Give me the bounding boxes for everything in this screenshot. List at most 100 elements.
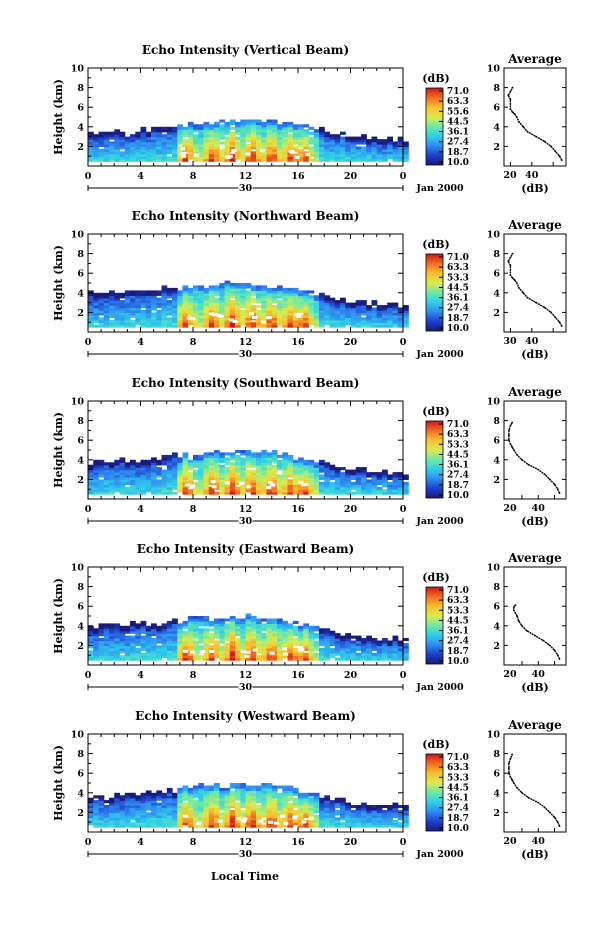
heatmap-cell — [145, 302, 152, 306]
heatmap-cell — [198, 657, 205, 661]
heatmap-cell — [172, 146, 178, 150]
heatmap-cell — [361, 484, 367, 488]
heatmap-cell — [324, 802, 331, 806]
heatmap-cell — [124, 628, 131, 632]
heatmap-cell — [140, 302, 147, 306]
heatmap-cell — [182, 146, 189, 150]
heatmap-cell — [382, 484, 388, 488]
heatmap-cell — [214, 307, 220, 311]
heatmap-cell — [135, 812, 142, 816]
heatmap-cell — [172, 633, 178, 637]
heatmap-cell — [193, 616, 199, 620]
heatmap-cell — [203, 474, 210, 478]
avg-y-tick-label: 2 — [493, 308, 500, 319]
heatmap-cell — [313, 491, 320, 495]
heatmap-cell — [345, 141, 351, 145]
heatmap-cell — [93, 476, 100, 480]
heatmap-cell — [161, 819, 168, 823]
heatmap-cell — [355, 645, 362, 649]
heatmap-cell — [172, 314, 178, 318]
heatmap-cell — [224, 474, 231, 478]
heatmap-cell — [235, 322, 241, 326]
heatmap-cell — [161, 633, 168, 637]
heatmap-cell — [193, 817, 199, 821]
heatmap-cell — [350, 476, 357, 480]
heatmap-cell — [371, 814, 378, 818]
heatmap-cell — [124, 139, 131, 143]
heatmap-cell — [271, 457, 278, 461]
heatmap-cell — [161, 489, 168, 493]
heatmap-cell — [187, 805, 194, 809]
heatmap-cell — [93, 652, 100, 656]
heatmap-cell — [161, 314, 168, 318]
heatmap-cell — [292, 153, 299, 157]
heatmap-cell — [261, 124, 268, 128]
heatmap-cell — [103, 807, 110, 811]
heatmap-cell — [245, 454, 252, 458]
heatmap-cell — [303, 643, 310, 647]
heatmap-cell — [187, 312, 194, 316]
heatmap-cell — [292, 787, 299, 791]
heatmap-cell — [340, 635, 346, 639]
heatmap-cell — [198, 616, 205, 620]
heatmap-cell — [282, 807, 289, 811]
heatmap-cell — [366, 141, 372, 145]
heatmap-cell — [208, 486, 215, 490]
heatmap-cell — [303, 800, 310, 804]
heatmap-cell — [256, 319, 262, 323]
heatmap-cell — [313, 640, 320, 644]
heatmap-cell — [345, 817, 351, 821]
heatmap-cell — [114, 139, 121, 143]
heatmap-cell — [355, 652, 362, 656]
heatmap-cell — [145, 158, 152, 162]
y-tick-label: 10 — [71, 397, 85, 408]
heatmap-cell — [93, 312, 100, 316]
heatmap-cell — [161, 647, 168, 651]
heatmap-cell — [98, 472, 105, 476]
heatmap-cell — [240, 292, 247, 296]
heatmap-cell — [219, 295, 226, 299]
heatmap-cell — [240, 630, 247, 634]
heatmap-cell — [166, 802, 173, 806]
heatmap-cell — [334, 802, 341, 806]
heatmap-cell — [303, 462, 310, 466]
heatmap-cell — [250, 141, 257, 145]
heatmap-cell — [93, 300, 100, 304]
heatmap-cell — [308, 131, 315, 135]
heatmap-cell — [282, 314, 289, 318]
heatmap-cell — [313, 134, 320, 138]
x-tick-label: 12 — [239, 504, 252, 515]
heatmap-cell — [266, 462, 273, 466]
heatmap-cell — [282, 638, 289, 642]
heatmap-cell — [245, 126, 252, 130]
heatmap-cell — [361, 822, 367, 826]
heatmap-cell — [98, 312, 105, 316]
heatmap-cell — [182, 812, 189, 816]
heatmap-cell — [151, 158, 157, 162]
heatmap-cell — [334, 479, 341, 483]
heatmap-cell — [298, 643, 304, 647]
heatmap-cell — [256, 491, 262, 495]
heatmap-cell — [219, 292, 226, 296]
heatmap-cell — [261, 131, 268, 135]
heatmap-cell — [345, 491, 351, 495]
heatmap-cell — [114, 300, 121, 304]
x-axis-label: Local Time — [211, 870, 279, 883]
heatmap-cell — [187, 630, 194, 634]
heatmap-cell — [193, 126, 199, 130]
heatmap-cell — [193, 630, 199, 634]
heatmap-cell — [287, 319, 294, 323]
heatmap-cell — [282, 292, 289, 296]
heatmap-cell — [324, 807, 331, 811]
heatmap-cell — [250, 486, 257, 490]
heatmap-cell — [219, 285, 226, 289]
heatmap-cell — [350, 647, 357, 651]
heatmap-cell — [145, 640, 152, 644]
heatmap-cell — [403, 324, 409, 328]
heatmap-cell — [224, 462, 231, 466]
heatmap-cell — [224, 322, 231, 326]
heatmap-cell — [256, 797, 262, 801]
heatmap-cell — [193, 309, 199, 313]
heatmap-cell — [182, 486, 189, 490]
